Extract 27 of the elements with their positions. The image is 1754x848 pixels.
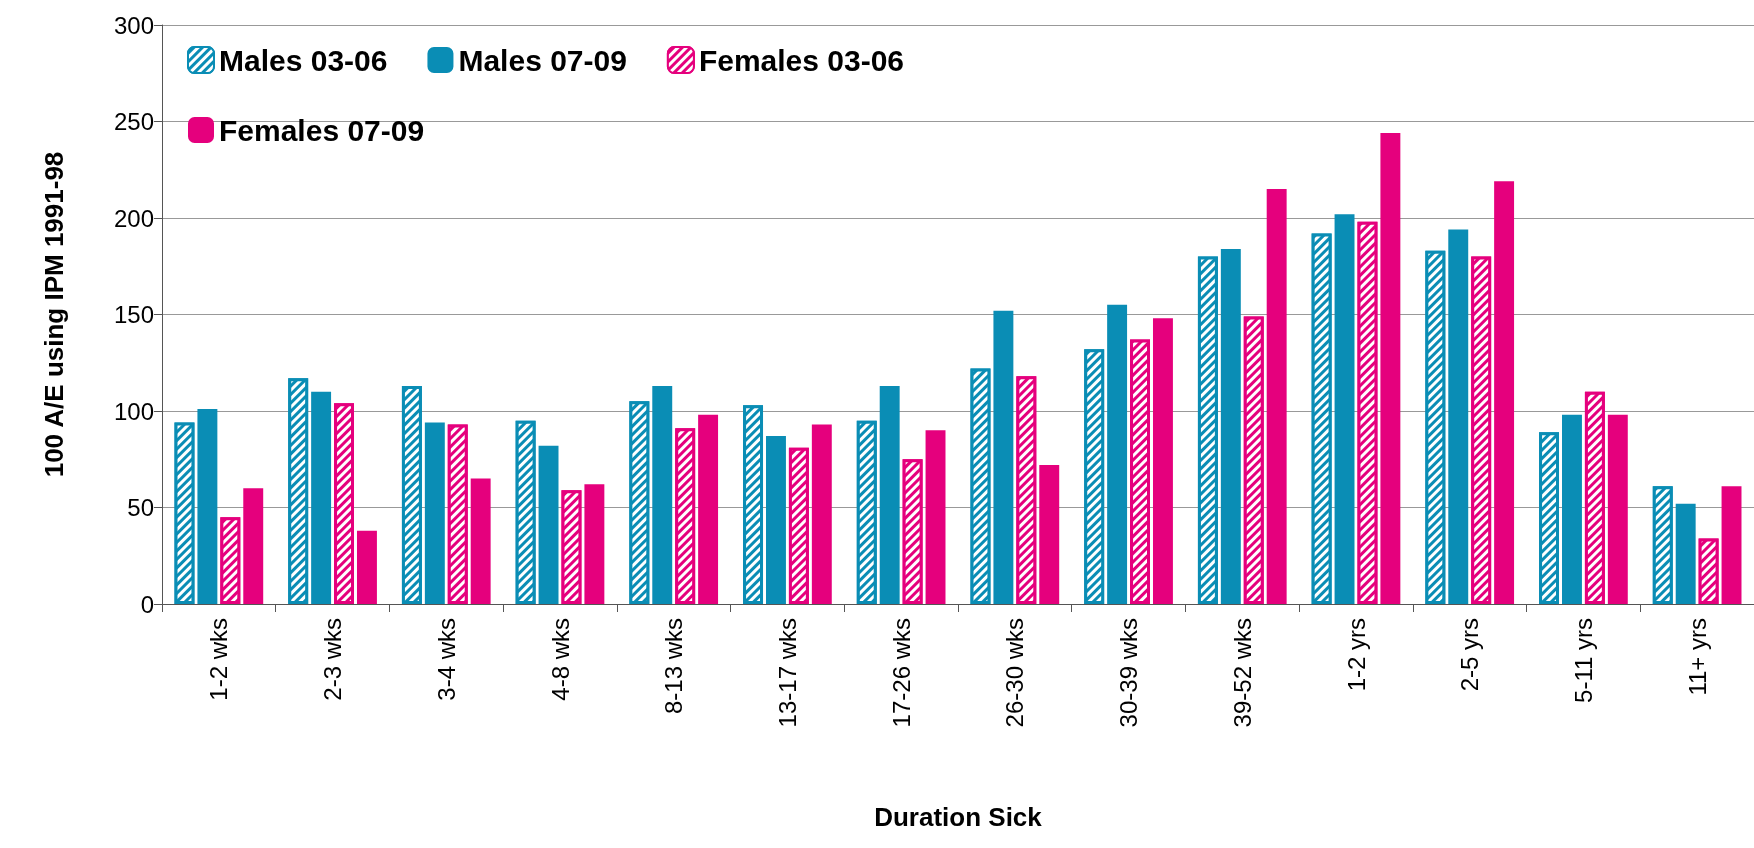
x-tick-label: 13-17 wks xyxy=(773,618,801,728)
x-tick-label: 4-8 wks xyxy=(546,618,574,701)
x-tick-label: 17-26 wks xyxy=(887,618,915,728)
y-tick-label: 200 xyxy=(113,204,154,232)
x-tick-label: 26-30 wks xyxy=(1001,618,1029,728)
x-tick-label: 30-39 wks xyxy=(1115,618,1143,728)
y-tick-label: 100 xyxy=(113,397,154,425)
y-tick-label: 250 xyxy=(113,108,154,135)
y-tick-label: 50 xyxy=(127,494,154,521)
x-tick-label: 3-4 wks xyxy=(432,618,460,701)
x-tick-label: 11+ yrs xyxy=(1683,618,1711,696)
x-tick-label: 2-3 wks xyxy=(319,618,347,701)
legend-label: Males 07-09 xyxy=(458,43,627,77)
x-tick-label: 39-52 wks xyxy=(1228,618,1256,728)
y-tick-label: 0 xyxy=(140,590,154,618)
legend-label: Females 07-09 xyxy=(219,113,425,147)
y-tick-label: 300 xyxy=(113,11,154,39)
y-axis-title: 100 A/E using IPM 1991-98 xyxy=(39,151,69,478)
x-tick-label: 2-5 yrs xyxy=(1456,618,1484,692)
x-tick-label: 1-2 yrs xyxy=(1342,618,1370,692)
legend-label: Females 03-06 xyxy=(698,43,905,77)
y-tick-label: 150 xyxy=(113,301,154,328)
x-tick-label: 5-11 yrs xyxy=(1569,618,1597,703)
x-axis-title: Duration Sick xyxy=(874,802,1043,832)
legend-label: Males 03-06 xyxy=(219,43,388,77)
x-tick-label: 1-2 wks xyxy=(205,618,233,701)
x-tick-label: 8-13 wks xyxy=(660,618,688,715)
